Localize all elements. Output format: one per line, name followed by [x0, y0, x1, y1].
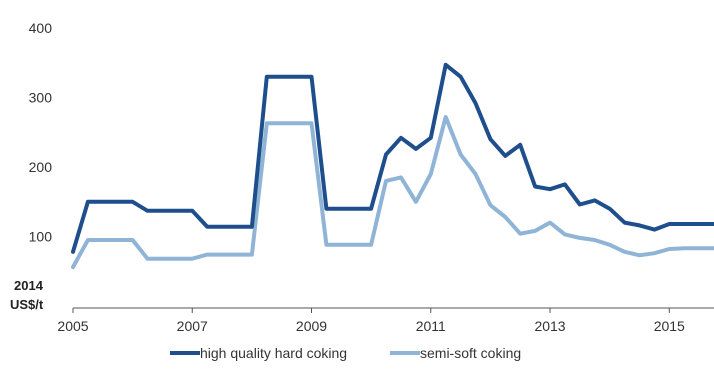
series-line-hard-coking	[71, 62, 714, 254]
x-tick-label: 2015	[654, 318, 685, 334]
y-tick-label: 400	[29, 20, 53, 36]
x-tick-label: 2005	[57, 318, 88, 334]
series-lines	[71, 62, 714, 270]
x-axis-ticks: 2005 2007 2009 2011 2013 2015	[57, 308, 685, 334]
x-tick-label: 2013	[534, 318, 565, 334]
x-tick-label: 2007	[177, 318, 208, 334]
unit-label-line-2: US$/t	[10, 297, 44, 312]
unit-label-line-1: 2014	[14, 278, 44, 293]
legend: high quality hard coking semi-soft coking	[170, 345, 521, 361]
series-line-semi-soft-coking	[71, 115, 714, 270]
y-tick-label: 300	[29, 90, 53, 106]
y-tick-label: 200	[29, 159, 53, 175]
legend-label: high quality hard coking	[200, 345, 347, 361]
legend-label: semi-soft coking	[420, 345, 521, 361]
y-tick-label: 100	[29, 229, 53, 245]
x-tick-label: 2011	[416, 318, 446, 334]
x-tick-label: 2009	[296, 318, 327, 334]
y-axis-unit-label: 2014 US$/t	[10, 278, 44, 312]
y-axis-tick-labels: 100 200 300 400	[29, 20, 53, 245]
